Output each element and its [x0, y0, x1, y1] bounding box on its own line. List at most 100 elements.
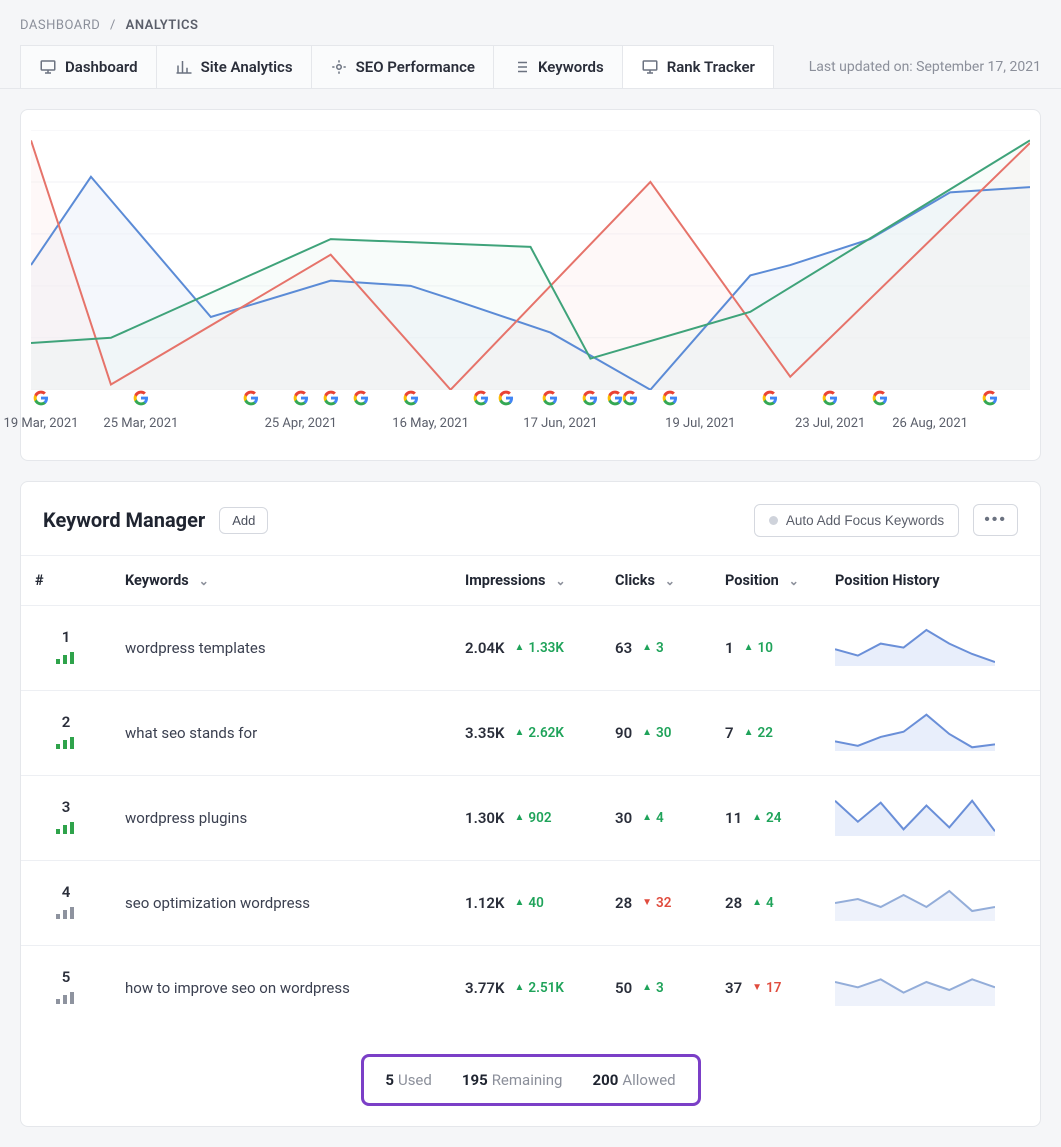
tab-rank-tracker[interactable]: Rank Tracker [622, 45, 774, 88]
delta-up-icon: ▲4 [642, 810, 664, 826]
monitor-icon [39, 58, 57, 76]
delta-up-icon: ▲3 [642, 980, 664, 996]
add-keyword-button[interactable]: Add [219, 507, 268, 534]
mini-bar-icon [54, 992, 78, 1004]
breadcrumb-root[interactable]: DASHBOARD [20, 18, 100, 33]
col-impressions[interactable]: Impressions⌄ [451, 555, 601, 605]
breadcrumb: DASHBOARD / ANALYTICS [0, 0, 1061, 45]
chevron-down-icon: ⌄ [199, 574, 209, 588]
more-options-button[interactable]: ••• [973, 504, 1018, 536]
eye-target-icon [330, 58, 348, 76]
mini-bar-icon [54, 737, 78, 749]
row-index: 1 [35, 628, 97, 646]
sparkline [835, 796, 995, 836]
delta-up-icon: ▲10 [744, 640, 773, 656]
chevron-down-icon: ⌄ [555, 574, 565, 588]
google-update-markers [31, 390, 1030, 410]
tab-dashboard[interactable]: Dashboard [20, 45, 157, 88]
rank-chart: 19 Mar, 202125 Mar, 202125 Apr, 202116 M… [31, 130, 1030, 436]
x-axis-label: 25 Mar, 2021 [103, 416, 178, 431]
x-axis-label: 23 Jul, 2021 [795, 416, 865, 431]
google-icon [970, 390, 1010, 406]
tabbar: Dashboard Site Analytics SEO Performance… [0, 45, 1061, 89]
col-history: Position History [821, 555, 1040, 605]
tab-label: Keywords [538, 58, 604, 76]
delta-up-icon: ▲2.51K [514, 980, 563, 996]
sparkline [835, 626, 995, 666]
delta-down-icon: ▼32 [642, 895, 671, 911]
allowed-count: 200 [592, 1071, 618, 1089]
table-row[interactable]: 1wordpress templates2.04K▲1.33K63▲31▲10 [21, 605, 1040, 690]
remaining-count: 195 [462, 1071, 488, 1089]
x-axis-label: 17 Jun, 2021 [523, 416, 597, 431]
tab-label: SEO Performance [356, 58, 475, 76]
x-axis-label: 26 Aug, 2021 [892, 416, 968, 431]
delta-up-icon: ▲22 [744, 725, 773, 741]
remaining-label: Remaining [492, 1071, 563, 1089]
row-index: 2 [35, 713, 97, 731]
keyword-cell: how to improve seo on wordpress [111, 945, 451, 1030]
x-axis-label: 19 Mar, 2021 [4, 416, 79, 431]
delta-up-icon: ▲902 [514, 810, 551, 826]
keyword-cell: seo optimization wordpress [111, 860, 451, 945]
col-index[interactable]: # [21, 555, 111, 605]
bar-chart-icon [175, 58, 193, 76]
delta-up-icon: ▲2.62K [514, 725, 563, 741]
table-row[interactable]: 3wordpress plugins1.30K▲90230▲411▲24 [21, 775, 1040, 860]
tab-site-analytics[interactable]: Site Analytics [156, 45, 312, 88]
rank-chart-card: 19 Mar, 202125 Mar, 202125 Apr, 202116 M… [20, 109, 1041, 461]
col-keywords[interactable]: Keywords⌄ [111, 555, 451, 605]
delta-up-icon: ▲4 [752, 895, 774, 911]
delta-up-icon: ▲30 [642, 725, 671, 741]
keyword-table: # Keywords⌄ Impressions⌄ Clicks⌄ Positio… [21, 555, 1040, 1030]
auto-add-label: Auto Add Focus Keywords [786, 513, 944, 528]
delta-up-icon: ▲1.33K [514, 640, 563, 656]
breadcrumb-current: ANALYTICS [126, 18, 199, 33]
keyword-manager-title: Keyword Manager [43, 508, 205, 532]
x-axis-label: 16 May, 2021 [392, 416, 469, 431]
mini-bar-icon [54, 652, 78, 664]
tab-seo-performance[interactable]: SEO Performance [311, 45, 494, 88]
table-row[interactable]: 2what seo stands for3.35K▲2.62K90▲307▲22 [21, 690, 1040, 775]
row-index: 3 [35, 798, 97, 816]
row-index: 4 [35, 883, 97, 901]
last-updated-prefix: Last updated on: [809, 59, 916, 75]
sparkline [835, 711, 995, 751]
tab-keywords[interactable]: Keywords [493, 45, 623, 88]
dots-horizontal-icon: ••• [984, 511, 1007, 528]
col-position[interactable]: Position⌄ [711, 555, 821, 605]
keyword-cell: wordpress plugins [111, 775, 451, 860]
table-row[interactable]: 4seo optimization wordpress1.12K▲4028▼32… [21, 860, 1040, 945]
col-clicks[interactable]: Clicks⌄ [601, 555, 711, 605]
mini-bar-icon [54, 822, 78, 834]
delta-down-icon: ▼17 [752, 980, 781, 996]
last-updated-value: September 17, 2021 [916, 59, 1041, 75]
delta-up-icon: ▲24 [752, 810, 781, 826]
keyword-manager-card: Keyword Manager Add Auto Add Focus Keywo… [20, 481, 1041, 1127]
google-icon [805, 390, 955, 406]
used-label: Used [398, 1071, 432, 1089]
delta-up-icon: ▲3 [642, 640, 664, 656]
sparkline [835, 881, 995, 921]
table-row[interactable]: 5how to improve seo on wordpress3.77K▲2.… [21, 945, 1040, 1030]
allowed-label: Allowed [622, 1071, 675, 1089]
monitor-icon [641, 58, 659, 76]
x-axis-label: 19 Jul, 2021 [665, 416, 735, 431]
auto-add-keywords-button[interactable]: Auto Add Focus Keywords [754, 504, 959, 537]
breadcrumb-sep: / [110, 18, 116, 33]
delta-up-icon: ▲40 [514, 895, 543, 911]
tab-label: Site Analytics [201, 58, 293, 76]
keyword-cell: what seo stands for [111, 690, 451, 775]
sparkline [835, 966, 995, 1006]
tab-label: Rank Tracker [667, 58, 755, 76]
last-updated: Last updated on: September 17, 2021 [809, 59, 1041, 75]
keyword-cell: wordpress templates [111, 605, 451, 690]
tab-label: Dashboard [65, 58, 138, 76]
x-axis-label: 25 Apr, 2021 [265, 416, 337, 431]
mini-bar-icon [54, 907, 78, 919]
row-index: 5 [35, 968, 97, 986]
used-count: 5 [385, 1071, 394, 1089]
chevron-down-icon: ⌄ [789, 574, 799, 588]
list-icon [512, 58, 530, 76]
chevron-down-icon: ⌄ [665, 574, 675, 588]
